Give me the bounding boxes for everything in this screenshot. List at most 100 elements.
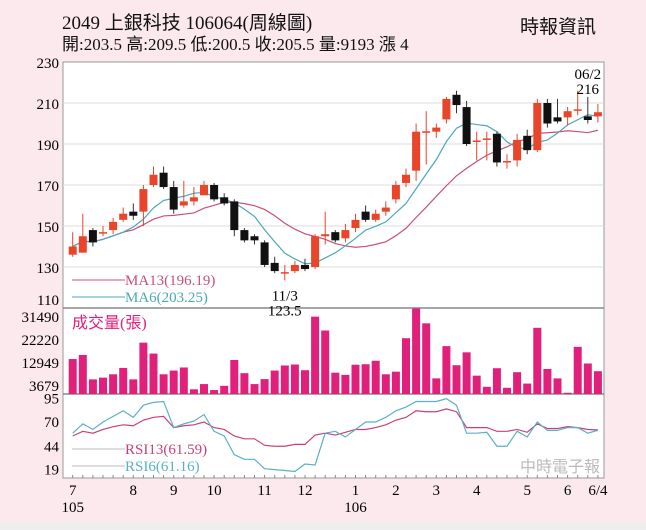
volume-bar — [503, 387, 511, 394]
volume-bar — [230, 360, 239, 394]
x-month-label: 6 — [564, 483, 572, 499]
candle-up — [200, 185, 208, 196]
candle-up — [432, 127, 441, 132]
candle-up — [321, 234, 330, 237]
candle-down — [210, 185, 219, 200]
volume-bar — [149, 353, 158, 394]
candle-up — [573, 109, 582, 111]
candle-down — [492, 133, 501, 163]
annotation-value: 216 — [577, 82, 600, 98]
volume-bar — [553, 378, 562, 394]
price-tick-label: 150 — [37, 220, 60, 236]
x-month-label: 10 — [207, 483, 222, 499]
candle-up — [179, 201, 188, 206]
candle-up — [139, 189, 148, 212]
x-month-label: 2 — [392, 483, 400, 499]
volume-bar — [250, 384, 259, 394]
price-tick-label: 130 — [37, 261, 60, 277]
candle-up — [189, 197, 198, 202]
rsi-tick-label: 70 — [44, 415, 59, 431]
candle-up — [563, 111, 572, 118]
volume-bar — [432, 378, 441, 394]
volume-bar — [371, 360, 380, 394]
candle-down — [553, 117, 562, 122]
x-month-label: 11 — [257, 483, 271, 499]
volume-bar — [331, 372, 340, 394]
candle-up — [503, 161, 511, 163]
volume-bar — [260, 379, 269, 394]
candle-up — [442, 98, 451, 120]
candle-up — [311, 236, 320, 267]
x-month-label: 4 — [473, 483, 481, 499]
volume-bar — [301, 370, 309, 394]
price-tick-label: 190 — [37, 138, 60, 154]
volume-tick-label: 12949 — [22, 356, 60, 372]
volume-bar — [472, 375, 481, 394]
volume-bar — [583, 363, 592, 394]
x-month-label: 8 — [130, 483, 138, 499]
quote-summary: 開:203.5 高:209.5 低:200.5 收:205.5 量:9193 漲… — [62, 35, 409, 54]
candle-down — [270, 262, 279, 272]
candle-up — [119, 213, 128, 220]
price-tick-label: 210 — [37, 97, 60, 113]
volume-bar — [210, 390, 219, 394]
volume-bar — [482, 386, 491, 394]
volume-bar — [563, 392, 572, 394]
volume-bar — [68, 359, 77, 394]
candle-up — [280, 272, 289, 274]
volume-bar — [543, 368, 552, 394]
volume-bar — [381, 374, 390, 394]
rsi-tick-label: 44 — [44, 439, 60, 455]
candle-up — [402, 174, 410, 183]
volume-bar — [462, 352, 471, 394]
volume-bar — [179, 367, 188, 394]
chart-title: 2049 上銀科技 106064(周線圖) — [62, 13, 313, 34]
volume-bar — [139, 342, 148, 394]
annotation-value: 123.5 — [268, 303, 302, 319]
volume-bar — [361, 364, 370, 394]
candle-down — [240, 230, 249, 241]
volume-bar — [311, 316, 320, 394]
ma13-line — [72, 129, 599, 248]
volume-bar — [109, 374, 118, 394]
x-month-label: 1 — [352, 483, 360, 499]
watermark: 中時電子報 — [520, 458, 600, 476]
candle-up — [290, 264, 299, 272]
volume-bar — [593, 371, 602, 394]
candle-down — [583, 116, 592, 121]
volume-bar — [99, 377, 107, 394]
x-month-label: 5 — [523, 483, 531, 499]
candle-down — [230, 201, 239, 231]
legend-rsi6: RSI6(61.16) — [125, 459, 200, 475]
candle-up — [351, 219, 360, 229]
volume-bar — [240, 373, 249, 394]
candle-up — [68, 246, 77, 255]
candle-up — [472, 140, 481, 143]
volume-bar — [513, 372, 522, 394]
candle-up — [371, 213, 380, 220]
volume-bar — [492, 368, 501, 394]
candle-down — [260, 242, 269, 265]
candle-down — [462, 107, 471, 144]
candle-up — [513, 139, 522, 161]
volume-bar — [351, 364, 360, 394]
volume-bar — [88, 379, 97, 394]
volume-tick-label: 31490 — [22, 310, 60, 326]
x-month-label: 9 — [170, 483, 178, 499]
candle-up — [593, 112, 602, 117]
plot-area — [62, 61, 605, 479]
candle-up — [341, 230, 350, 239]
candle-down — [159, 172, 168, 188]
rsi13-line — [72, 408, 598, 447]
price-tick-label: 170 — [37, 179, 60, 195]
candle-up — [422, 131, 431, 133]
candle-down — [331, 232, 340, 241]
volume-bar — [159, 374, 168, 394]
volume-bar — [573, 346, 582, 394]
volume-bar — [412, 308, 421, 394]
volume-bar — [280, 365, 289, 394]
annotation-date: 06/2 — [574, 67, 601, 83]
volume-bar — [290, 364, 299, 394]
candle-down — [220, 197, 229, 204]
